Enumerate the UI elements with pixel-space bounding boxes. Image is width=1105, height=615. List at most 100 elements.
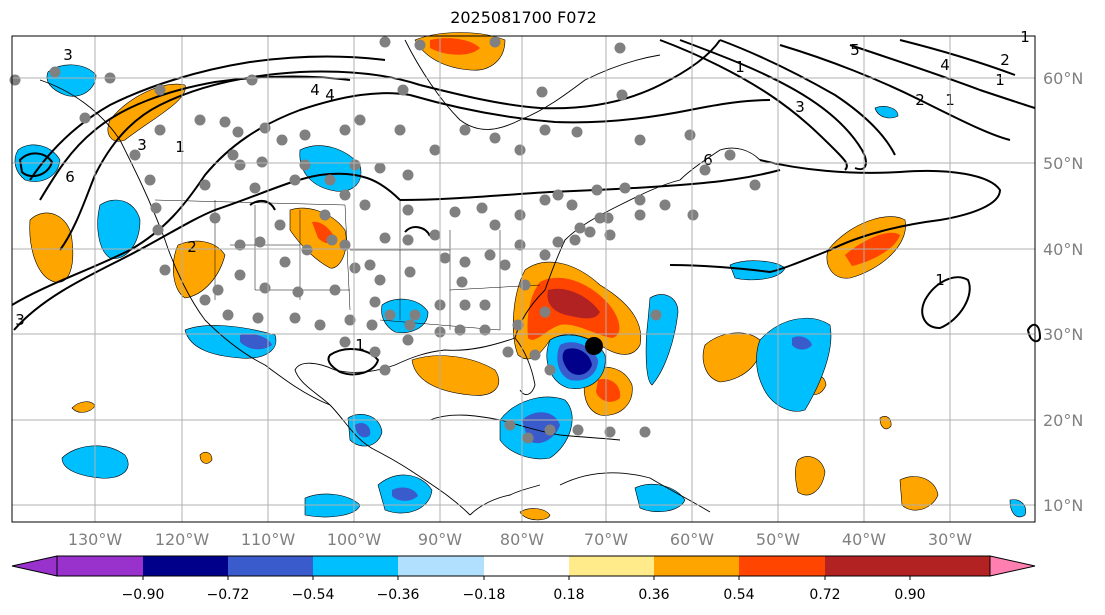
colorbar-label: −0.72: [207, 587, 250, 603]
lat-label: 20°N: [1043, 411, 1083, 430]
station-dot: [246, 74, 258, 86]
station-dot: [456, 276, 468, 288]
station-dot: [222, 309, 234, 321]
contour-value-label: 2: [187, 238, 197, 256]
station-dot: [522, 432, 534, 444]
station-dot: [219, 116, 231, 128]
lat-label: 40°N: [1043, 240, 1083, 259]
station-dot: [504, 419, 516, 431]
lon-label: 60°W: [670, 530, 714, 549]
station-dot: [329, 284, 341, 296]
coastlines: [39, 39, 761, 516]
station-dot: [289, 174, 301, 186]
colorbar-segment: [228, 556, 313, 576]
contour-value-label: 4: [325, 86, 335, 104]
station-dot: [49, 66, 61, 78]
station-dot: [344, 314, 356, 326]
longitude-labels: 130°W 120°W 110°W 100°W 90°W 80°W 70°W 6…: [68, 530, 972, 549]
station-dot: [339, 336, 351, 348]
station-dot: [154, 124, 166, 136]
station-dot: [569, 234, 581, 246]
station-dot: [254, 236, 266, 248]
station-dot: [364, 259, 376, 271]
station-dot: [539, 194, 551, 206]
contour-value-label: 1: [355, 336, 365, 354]
station-dot: [539, 124, 551, 136]
station-dot: [544, 424, 556, 436]
contour-value-label: 1: [1020, 28, 1030, 46]
contour-value-label: 3: [137, 136, 147, 154]
station-dot: [514, 239, 526, 251]
station-dot: [79, 112, 91, 124]
lat-label: 50°N: [1043, 154, 1083, 173]
station-dot: [514, 144, 526, 156]
lon-label: 120°W: [155, 530, 210, 549]
station-dot: [479, 324, 491, 336]
map-title: 2025081700 F072: [450, 8, 597, 27]
station-dot: [339, 189, 351, 201]
colorbar-frame: [56, 555, 991, 577]
station-dot: [616, 89, 628, 101]
station-dot: [159, 264, 171, 276]
station-dot: [619, 182, 631, 194]
station-dot: [439, 252, 451, 264]
contour-value-label: 2: [1000, 51, 1010, 69]
station-dot: [232, 126, 244, 138]
colorbar-label: 0.18: [553, 587, 584, 603]
colorbar-label: 0.36: [638, 587, 669, 603]
lon-label: 30°W: [928, 530, 972, 549]
lon-label: 90°W: [418, 530, 462, 549]
lat-label: 30°N: [1043, 325, 1083, 344]
station-dot: [489, 219, 501, 231]
station-dot: [314, 319, 326, 331]
station-dot: [604, 229, 616, 241]
colorbar-segment: [654, 556, 739, 576]
station-dot: [339, 239, 351, 251]
station-dot: [699, 164, 711, 176]
station-dot: [194, 114, 206, 126]
station-dot: [339, 124, 351, 136]
station-dot: [594, 212, 606, 224]
station-dot: [519, 279, 531, 291]
station-dot: [429, 144, 441, 156]
station-dot: [502, 346, 514, 358]
positive-anomaly-fills: [29, 32, 939, 521]
station-dot: [634, 194, 646, 206]
station-dot: [544, 364, 556, 376]
colorbar-segment: [484, 556, 569, 576]
colorbar: −0.90 −0.72 −0.54 −0.36 −0.18 0.18 0.36 …: [11, 555, 1036, 603]
contour-value-label: 3: [15, 311, 25, 329]
station-dot: [154, 84, 166, 96]
station-dot: [429, 229, 441, 241]
station-dot: [512, 319, 524, 331]
station-dot: [499, 259, 511, 271]
station-dot: [539, 306, 551, 318]
station-dot: [319, 209, 331, 221]
station-dot: [459, 299, 471, 311]
lon-label: 130°W: [68, 530, 123, 549]
colorbar-segment-violet: [57, 556, 143, 576]
station-dot: [212, 284, 224, 296]
colorbar-segment: [398, 556, 484, 576]
station-dot: [602, 212, 614, 224]
station-dot: [359, 199, 371, 211]
map-frame: [11, 35, 1036, 523]
contour-value-label: 6: [703, 151, 713, 169]
station-dot: [536, 86, 548, 98]
station-dot: [276, 134, 288, 146]
contour-value-label: 6: [65, 168, 75, 186]
station-dot: [489, 36, 501, 48]
station-dot: [591, 184, 603, 196]
station-dot: [299, 159, 311, 171]
colorbar-segment: [143, 556, 228, 576]
station-dot: [402, 334, 414, 346]
station-dot: [604, 426, 616, 438]
station-dot: [479, 299, 491, 311]
station-dot: [402, 204, 414, 216]
contour-value-label: 1: [175, 138, 185, 156]
station-dot: [279, 256, 291, 268]
station-dot: [369, 346, 381, 358]
station-dot: [552, 189, 564, 201]
